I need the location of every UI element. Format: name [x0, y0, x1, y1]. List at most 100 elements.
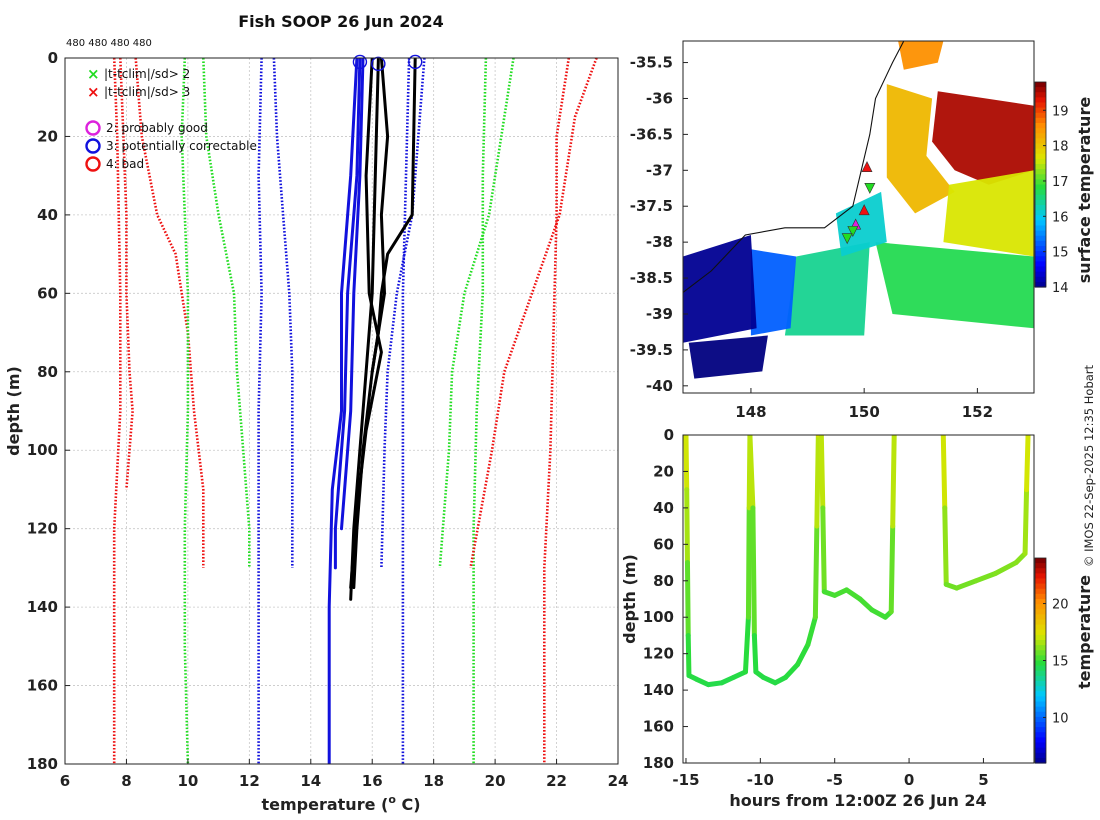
- map-xtick-label: 150: [849, 403, 880, 421]
- profile-line-black-profile-d: [370, 58, 417, 374]
- sst-region-southeast-yellow: [943, 170, 1034, 257]
- sst-colorbar-segment: [1035, 138, 1046, 145]
- sst-colorbar-segment: [1035, 276, 1046, 283]
- temperature-colorbar-segment: [1035, 732, 1046, 738]
- sst-colorbar-segment: [1035, 220, 1046, 227]
- sst-region-far-south-blue: [688, 335, 768, 379]
- sst-colorbar-segment: [1035, 158, 1046, 165]
- legend-item-sd3: × |t-tclim|/sd> 3: [87, 83, 190, 101]
- legend-item-good: 2: probably good: [85, 120, 208, 136]
- profile-xtick-label: 14: [300, 772, 321, 790]
- profile-xlabel-head: temperature (: [261, 795, 388, 814]
- temperature-colorbar-segment: [1035, 675, 1046, 682]
- temperature-colorbar-segment: [1035, 568, 1046, 574]
- temperature-colorbar-segment: [1035, 578, 1046, 585]
- legend-circle-magenta-icon: [85, 120, 101, 136]
- sst-colorbar-segment: [1035, 271, 1046, 278]
- temperature-colorbar-segment: [1035, 665, 1046, 672]
- legend-circle-blue-icon: [85, 138, 101, 154]
- profile-xtick-label: 20: [485, 772, 506, 790]
- sst-region-strait-green: [784, 242, 870, 336]
- depth-track-segment: [683, 435, 690, 493]
- profile-line-blue-profile-a: [327, 58, 359, 764]
- profile-ylabel: depth (m): [4, 366, 23, 456]
- sst-colorbar-frame: [1034, 81, 1047, 288]
- sst-colorbar-segment: [1035, 235, 1046, 242]
- sst-colorbar-segment: [1035, 153, 1046, 160]
- depth-track-segment: [954, 578, 979, 591]
- station-triangle-marker: [858, 204, 870, 216]
- timeseries-ytick-label: 20: [653, 462, 674, 480]
- sst-colorbar-segment: [1035, 194, 1046, 201]
- profile-ytick-label: 40: [37, 206, 58, 224]
- temperature-colorbar-segment: [1035, 691, 1046, 697]
- map-ytick-label: -36.5: [630, 125, 673, 143]
- temperature-colorbar-segment: [1035, 640, 1046, 646]
- depth-track-segment: [1022, 487, 1030, 556]
- profile-xlabel: temperature (o C): [261, 793, 420, 814]
- legend-x-red-icon: ×: [87, 83, 100, 101]
- map-ytick-label: -40: [646, 377, 673, 395]
- profile-panel: 6 8 10 12 14 16 18 20 22 24 0 20 40 60 80 100 120 140 160 1…: [4, 12, 628, 814]
- station-markers: [841, 161, 876, 245]
- profile-xtick-label: 24: [608, 772, 629, 790]
- profile-ytick-label: 120: [27, 520, 58, 538]
- sst-colorbar-segment: [1035, 246, 1046, 252]
- depth-track-segment: [750, 505, 757, 638]
- temperature-colorbar-segment: [1035, 573, 1046, 580]
- sst-colorbar-segment: [1035, 128, 1046, 134]
- map-ytick-label: -35.5: [630, 54, 673, 72]
- temperature-colorbar-label: temperature: [1075, 575, 1094, 689]
- sst-colorbar-segment: [1035, 107, 1046, 114]
- depth-track-segment: [684, 560, 691, 638]
- sst-colorbar-segment: [1035, 164, 1046, 170]
- temperature-colorbar-segment: [1035, 609, 1046, 615]
- profile-ytick-label: 60: [37, 284, 58, 302]
- sst-colorbar-segment: [1035, 240, 1046, 247]
- timeseries-ytick-label: 120: [643, 645, 674, 663]
- sst-colorbar-tick-label: 14: [1052, 281, 1069, 296]
- coastline-path: [683, 41, 905, 293]
- depth-track-segment: [818, 435, 826, 511]
- temperature-colorbar-segment: [1035, 681, 1046, 687]
- sst-colorbar-segment: [1035, 230, 1046, 237]
- profile-line-clim-+3sd-long: [542, 58, 571, 764]
- sst-colorbar-segment: [1035, 210, 1046, 216]
- profile-line-clim--3sd-shallow: [134, 58, 205, 568]
- profile-xtick-label: 18: [423, 772, 444, 790]
- timeseries-ylabel: depth (m): [620, 554, 639, 644]
- timeseries-ytick-label: 140: [643, 681, 674, 699]
- profile-line-clim-+2sd-shallow: [438, 58, 515, 569]
- profile-xtick-label: 10: [177, 772, 198, 790]
- sst-colorbar-segment: [1035, 174, 1046, 180]
- sst-colorbar-segment: [1035, 97, 1046, 104]
- legend-label-sd2: |t-tclim|/sd> 2: [104, 67, 190, 81]
- timeseries-xtick-label: -10: [747, 771, 774, 789]
- map-ytick-label: -37.5: [630, 197, 673, 215]
- sst-colorbar-segment: [1035, 169, 1046, 175]
- temperature-colorbar-segment: [1035, 650, 1046, 656]
- flag-circle-marker: [371, 56, 386, 72]
- depth-track-segment: [805, 614, 818, 648]
- profile-frame: [64, 57, 619, 765]
- sst-colorbar-segment: [1035, 215, 1046, 221]
- map-xtick-label: 152: [962, 403, 993, 421]
- sst-colorbar-segment: [1035, 266, 1046, 273]
- depth-track-segment: [795, 642, 811, 668]
- temperature-colorbar-segment: [1035, 583, 1046, 590]
- temperature-colorbar-segment: [1035, 563, 1046, 569]
- depth-track-segment: [747, 435, 756, 511]
- timeseries-ytick-label: 80: [653, 572, 674, 590]
- map-ytick-label: -38.5: [630, 269, 673, 287]
- legend-label-sd3: |t-tclim|/sd> 3: [104, 85, 190, 99]
- temperature-colorbar-segment: [1035, 686, 1046, 692]
- sst-colorbar-segment: [1035, 281, 1046, 288]
- depth-track-segment: [684, 487, 690, 566]
- temperature-colorbar-segment: [1035, 655, 1046, 662]
- map-ticks: 148 150 152 -35.5 -36 -36.5 -37 -37.5 -38 -38.5 -3…: [630, 54, 993, 421]
- sst-colorbar-segment: [1035, 205, 1046, 211]
- temperature-colorbar-segment: [1035, 737, 1046, 744]
- map-ytick-label: -39: [646, 305, 673, 323]
- timeseries-xtick-label: 5: [978, 771, 988, 789]
- profile-ytick-label: 80: [37, 363, 58, 381]
